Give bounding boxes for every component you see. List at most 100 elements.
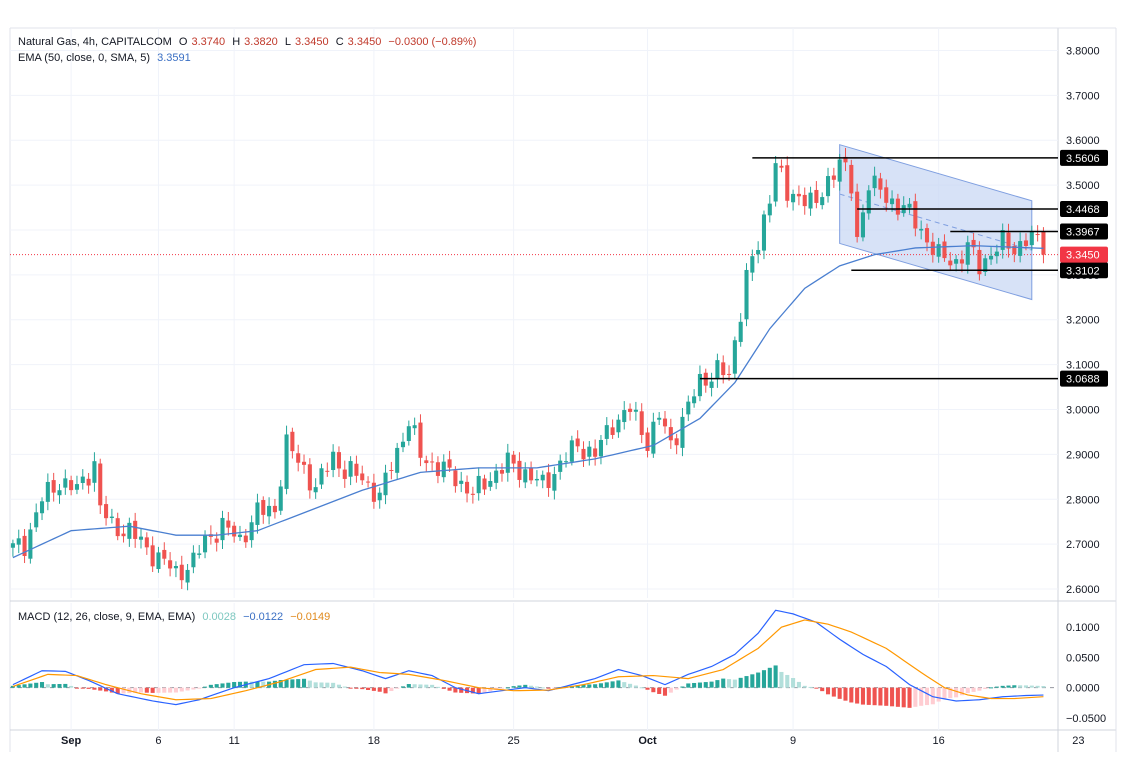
channel-midline [839,193,1032,251]
macd-histogram-bar [278,680,283,688]
macd-histogram-bar [662,687,668,696]
macd-histogram-bar [441,687,446,689]
macd-histogram-bar [767,667,772,688]
candle-body [686,401,691,415]
candle-body [802,194,807,207]
candle-body [866,190,871,214]
ema-legend[interactable]: EMA (50, close, 0, SMA, 5) 3.3591 [18,52,195,64]
candle-body [69,480,74,491]
ema-label: EMA (50, close, 0, SMA, 5) [18,52,151,64]
candle-body [284,434,289,489]
macd-legend[interactable]: MACD (12, 26, close, 9, EMA, EMA) 0.0028… [18,611,334,623]
candle-body [709,381,714,388]
candle-body [86,478,91,486]
macd-label: MACD (12, 26, close, 9, EMA, EMA) [18,611,196,623]
candle-body [348,461,353,477]
candle-body [738,321,743,342]
candle-body [412,425,417,429]
candle-body [593,448,598,457]
candle-body [296,453,301,463]
macd-histogram-bar [529,685,534,688]
candle-body [855,191,860,237]
macd-histogram-bar [1029,685,1034,688]
price-tick-label: 2.6000 [1066,584,1100,596]
macd-histogram-bar [255,681,260,688]
macd-line [12,609,1044,706]
macd-histogram-bar [179,687,184,692]
macd-histogram-bar [721,678,726,688]
candle-body [197,553,202,555]
candle-body [51,480,56,493]
candle-body [465,481,470,494]
macd-histogram-bar [86,687,91,689]
low-value: 3.3450 [295,36,329,48]
candle-body [138,536,144,540]
candle-body [878,178,883,190]
price-tick-label: 3.1000 [1066,360,1100,372]
candle-body [552,474,557,491]
candle-body [1029,231,1034,246]
macd-histogram-bar [168,687,173,693]
candle-body [581,448,586,460]
macd-histogram-bar [348,687,353,689]
macd-histogram-bar [430,684,435,688]
macd-histogram-bar [639,687,644,689]
macd-histogram-bar [779,671,784,688]
candle-body [884,187,889,203]
candle-body [10,543,15,548]
macd-histogram-bar [121,687,126,694]
time-tick-label: 25 [507,735,519,747]
macd-histogram-bar [948,687,953,699]
candle-body [977,249,982,275]
candle-body [633,409,638,412]
macd-histogram-bar [406,684,411,688]
candle-body [104,504,109,519]
candle-body [692,396,697,404]
candle-body [674,438,679,446]
price-tick-label: 3.2000 [1066,315,1100,327]
macd-histogram-bar [162,687,167,693]
level-price-label: 3.3967 [1066,226,1100,238]
macd-histogram-bar [98,687,103,691]
macd-histogram-bar [942,687,947,699]
candle-body [919,228,924,231]
candle-body [622,410,627,423]
candle-body [499,470,505,474]
symbol-title: Natural Gas, 4h, CAPITALCOM [18,36,172,48]
candle-body [948,260,953,266]
candle-body [494,470,499,483]
macd-histogram-bar [930,687,935,705]
candle-body [325,470,330,472]
time-tick-label: 6 [155,735,161,747]
macd-tick-label: 0.0000 [1066,683,1100,695]
macd-histogram-bar [744,676,749,688]
macd-histogram-bar [156,687,161,693]
time-tick-label: 11 [228,735,239,747]
candle-body [179,564,184,581]
macd-histogram-bar [540,687,545,689]
candle-body [628,408,633,412]
candle-body [127,522,132,539]
candle-body [418,422,423,458]
candle-body [424,460,429,464]
macd-histogram-bar [1018,685,1023,688]
macd-histogram-bar [983,687,988,690]
macd-histogram-bar [703,682,708,688]
macd-histogram-bar [197,687,202,689]
macd-signal-line [12,619,1044,701]
macd-histogram-bar [336,684,341,688]
candle-body [1012,245,1017,254]
candle-body [482,478,487,490]
candle-body [587,446,592,457]
candle-body [983,258,988,272]
macd-line-value: −0.0122 [243,611,284,623]
macd-histogram-bar [657,687,662,694]
macd-histogram-bar [34,682,39,688]
macd-histogram-bar [575,685,580,688]
time-tick-label: 16 [933,735,945,747]
candle-body [237,534,243,538]
candle-body [406,426,411,442]
macd-histogram-bar [424,684,429,688]
macd-histogram-bar [237,681,243,688]
